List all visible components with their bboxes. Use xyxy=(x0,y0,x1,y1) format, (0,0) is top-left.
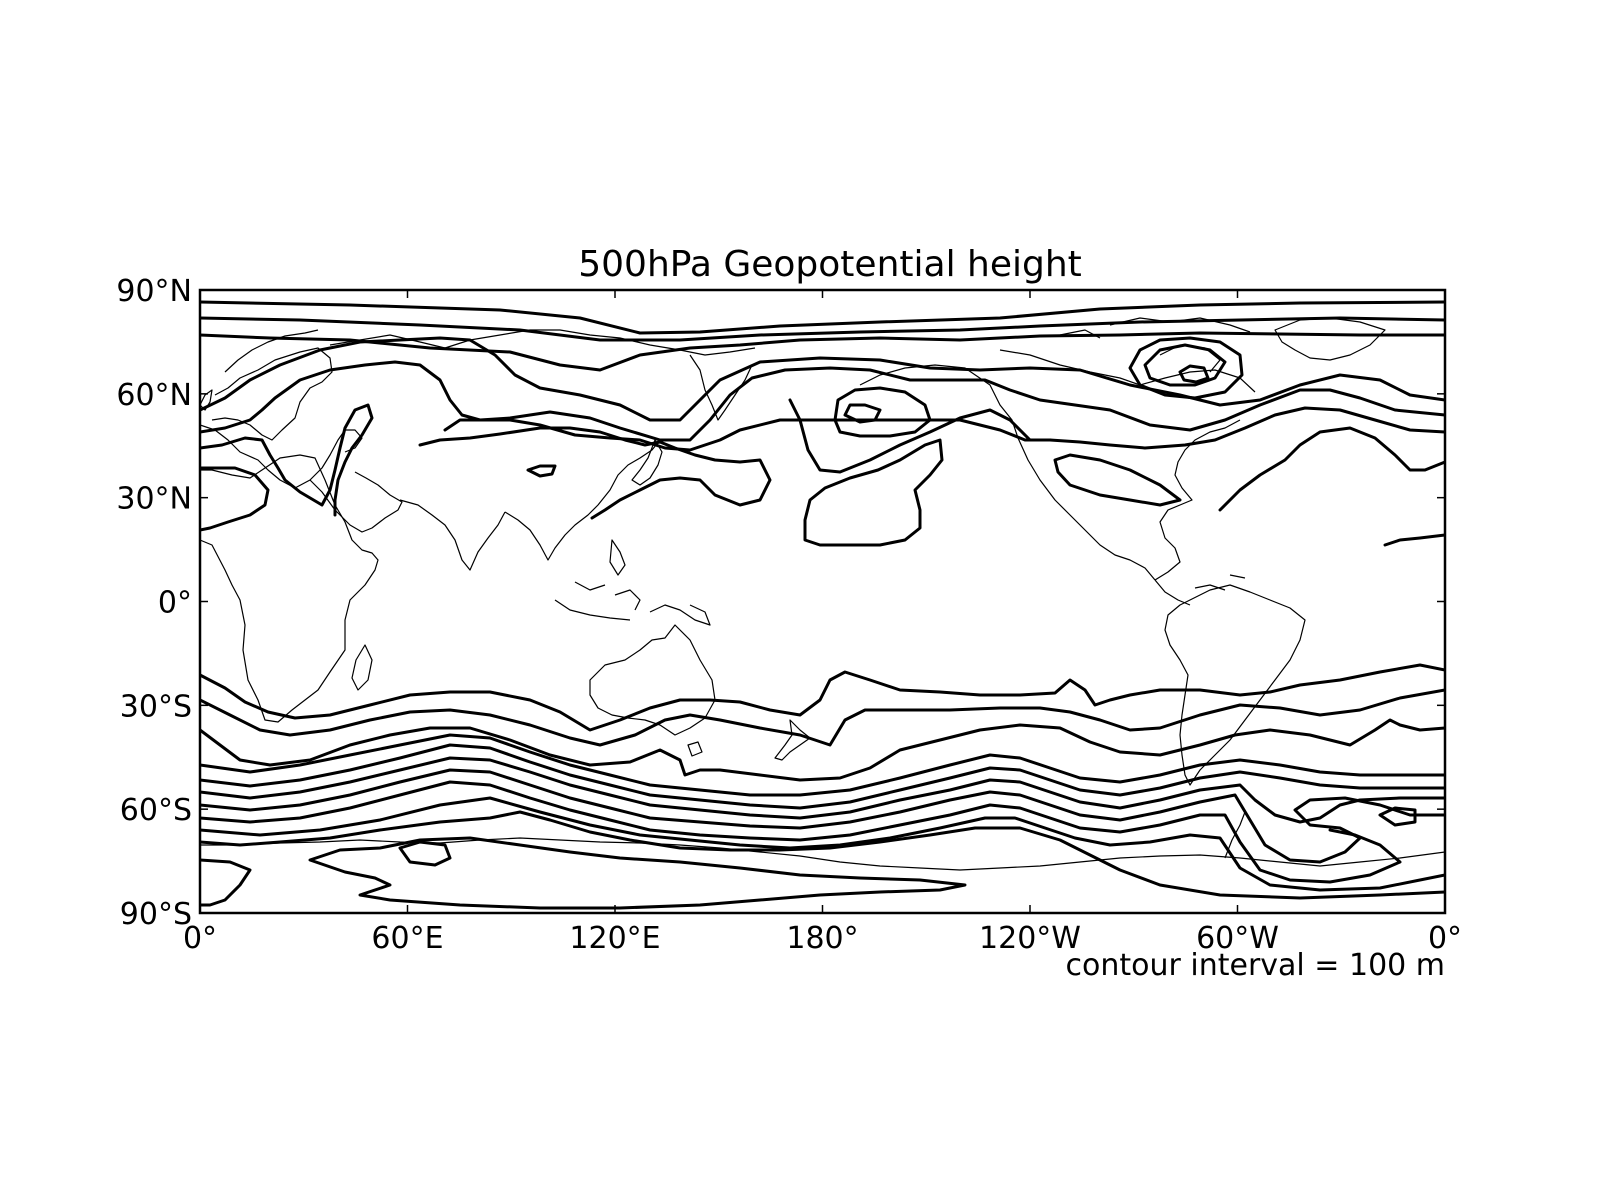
contour-line xyxy=(200,780,1402,884)
contour-line xyxy=(200,796,1445,892)
coastline-africa xyxy=(200,454,379,723)
contour-line xyxy=(200,466,270,532)
contour-line xyxy=(200,718,1445,782)
contour-line xyxy=(200,663,1445,732)
x-tick-label: 0° xyxy=(183,921,217,956)
y-tick-label: 90°N xyxy=(116,274,192,309)
coastline-indonesia xyxy=(554,581,711,626)
contour-line xyxy=(200,733,1445,797)
contour-line xyxy=(200,316,1445,342)
contour-line xyxy=(200,331,1445,372)
x-tick-label: 60°W xyxy=(1196,921,1279,956)
map-title: 500hPa Geopotential height xyxy=(578,244,1082,285)
coastline-caribbean xyxy=(1194,574,1246,591)
contour-line xyxy=(1178,364,1210,384)
coastline-philippines xyxy=(609,539,626,576)
coastline-tasmania xyxy=(687,741,703,757)
coastline-na-east xyxy=(1154,419,1241,581)
coastline-india xyxy=(399,499,506,571)
geopotential-contours xyxy=(200,300,1445,910)
contour-line xyxy=(803,438,944,547)
plot-area-background xyxy=(200,290,1445,913)
coastline-japan xyxy=(631,439,663,486)
contour-line xyxy=(200,336,1445,422)
contour-line xyxy=(200,688,1445,747)
y-tick-label: 90°S xyxy=(120,897,192,932)
coastline-na-west xyxy=(1017,437,1156,581)
x-tick-label: 0° xyxy=(1428,921,1462,956)
contour-line xyxy=(200,360,1445,442)
y-tick-label: 30°N xyxy=(116,482,192,517)
contour-line xyxy=(1378,806,1417,827)
x-tick-label: 120°E xyxy=(569,921,660,956)
contour-line xyxy=(200,858,252,907)
coastline-madagascar xyxy=(351,644,373,691)
contour-line xyxy=(200,810,1445,900)
contour-line xyxy=(1128,336,1244,400)
coastline-new-zealand xyxy=(774,719,811,761)
coastline-scandinavia xyxy=(224,329,319,373)
contour-line xyxy=(1143,343,1227,387)
contour-line xyxy=(833,386,932,438)
x-tick-label: 60°E xyxy=(371,921,443,956)
contour-line xyxy=(526,464,557,478)
coastline-south-america xyxy=(1164,584,1306,786)
x-tick-label: 180° xyxy=(786,921,858,956)
contour-line xyxy=(1218,426,1445,512)
contour-line xyxy=(843,403,882,424)
contour-line xyxy=(308,836,967,910)
contour-line xyxy=(200,756,1445,824)
contour-interval-note: contour interval = 100 m xyxy=(1066,948,1445,983)
contour-line xyxy=(788,398,1052,474)
contour-line xyxy=(200,768,1445,864)
y-tick-label: 30°S xyxy=(120,689,192,724)
contour-line xyxy=(398,840,452,867)
x-axis-ticks: 0° 60°E 120°E 180° 120°W 60°W 0° xyxy=(183,290,1462,956)
y-tick-label: 60°S xyxy=(120,793,192,828)
y-axis-ticks: 90°N 60°N 30°N 0° 30°S 60°S 90°S xyxy=(116,274,1445,932)
contour-line xyxy=(200,743,1445,810)
y-tick-label: 0° xyxy=(158,586,192,621)
contour-line xyxy=(1383,533,1445,547)
x-tick-label: 120°W xyxy=(979,921,1081,956)
contour-line xyxy=(200,403,1445,517)
contour-line xyxy=(1053,453,1182,507)
contour-line xyxy=(200,300,1445,335)
y-tick-label: 60°N xyxy=(116,378,192,413)
contour-line xyxy=(418,426,772,520)
coastline-se-asia xyxy=(504,439,661,561)
